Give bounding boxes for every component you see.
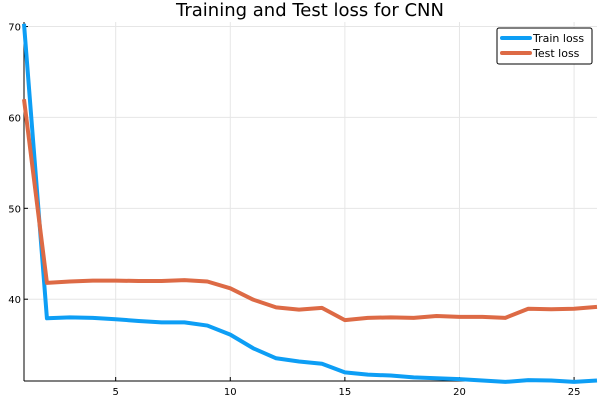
y-tick-label-50: 50 <box>8 204 21 215</box>
x-tick-label-10: 10 <box>224 387 237 398</box>
series-lines <box>22 23 598 384</box>
x-tick-label-20: 20 <box>453 387 466 398</box>
grid <box>24 22 597 381</box>
x-tick-label-15: 15 <box>339 387 352 398</box>
y-tick-label-40: 40 <box>8 295 21 306</box>
legend-label-test-loss: Test loss <box>532 47 580 60</box>
x-tick-label-5: 5 <box>112 387 118 398</box>
series-line-test-loss <box>22 99 598 323</box>
legend-label-train-loss: Train loss <box>532 32 584 45</box>
y-tick-label-70: 70 <box>8 23 21 34</box>
tick-labels: 5 10 15 20 25 40 50 60 70 <box>8 23 580 398</box>
axes <box>23 22 597 382</box>
chart-title: Training and Test loss for CNN <box>175 0 444 21</box>
y-tick-label-60: 60 <box>8 113 21 124</box>
legend: Train loss Test loss <box>496 27 593 65</box>
x-tick-label-25: 25 <box>568 387 581 398</box>
series-line-train-loss <box>22 23 598 384</box>
